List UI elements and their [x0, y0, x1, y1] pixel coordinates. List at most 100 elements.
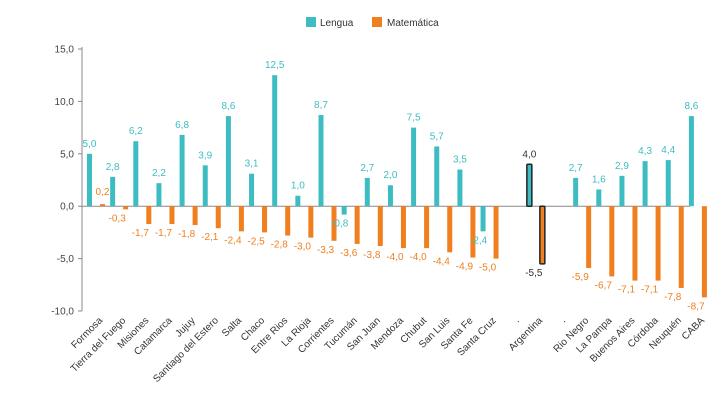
data-label-lengua-neuquen: 4,4 — [661, 145, 675, 156]
bar-matematica-chubut — [424, 206, 430, 249]
bar-lengua-tierra-del-fuego — [110, 176, 116, 207]
legend: Lengua Matemática — [306, 17, 439, 29]
bar-matematica-tierra-del-fuego — [123, 206, 129, 210]
data-label-matematica-tierra-del-fuego: -0,3 — [109, 213, 127, 224]
bar-lengua-santa-fe — [457, 169, 463, 207]
bar-matematica-salta — [238, 206, 244, 232]
bar-matematica-santa-cruz — [493, 206, 499, 259]
data-label-matematica-argentina: -5,5 — [525, 268, 543, 279]
bar-lengua-rio-negro — [573, 177, 579, 207]
bar-lengua-chaco — [249, 173, 255, 207]
bar-matematica-san-juan — [377, 206, 383, 247]
bar-matematica-jujuy — [192, 206, 198, 226]
bar-matematica-la-pampa — [609, 206, 615, 277]
bar-matematica-la-rioja — [308, 206, 314, 238]
data-label-matematica-jujuy: -1,8 — [178, 229, 196, 240]
bar-lengua-chubut — [411, 127, 417, 207]
data-label-lengua-formosa: 5,0 — [83, 139, 97, 150]
bar-matematica-formosa — [100, 204, 105, 207]
y-tick-label: 0,0 — [60, 202, 74, 213]
data-label-lengua-chubut: 7,5 — [407, 113, 421, 124]
data-label-matematica-rio-negro: -5,9 — [572, 272, 590, 283]
bars — [87, 75, 707, 298]
bar-lengua-san-juan — [364, 177, 370, 207]
data-label-lengua-la-pampa: 1,6 — [592, 174, 606, 185]
data-labels: 5,0 0,2 2,8 -0,3 6,2 -1,7 2,2 -1,7 6,8 -1,8 3,9 -2,… — [83, 60, 705, 312]
data-label-matematica-san-juan: -3,8 — [363, 250, 381, 261]
data-label-lengua-entre-rios: 12,5 — [265, 60, 285, 71]
category-label-spacer: . — [512, 315, 522, 325]
bar-lengua-misiones — [133, 141, 139, 207]
bar-lengua-jujuy — [179, 134, 185, 207]
bar-matematica-mendoza — [400, 206, 406, 249]
bar-lengua-catamarca — [156, 183, 162, 207]
bar-matematica-caba — [701, 206, 707, 298]
data-label-matematica-buenos-aires: -7,1 — [618, 285, 636, 296]
y-tick-label: -10,0 — [51, 307, 74, 318]
bar-matematica-corrientes — [331, 206, 337, 241]
data-label-lengua-catamarca: 2,2 — [152, 168, 166, 179]
bar-matematica-santiago-del-estero — [215, 206, 221, 229]
data-label-lengua-tucuman: -0,8 — [331, 219, 349, 230]
bar-lengua-mendoza — [387, 185, 393, 207]
data-label-lengua-buenos-aires: 2,9 — [615, 161, 629, 172]
legend-label-lengua: Lengua — [320, 18, 354, 29]
bar-lengua-santiago-del-estero — [202, 165, 208, 207]
data-label-lengua-la-rioja: 1,0 — [291, 181, 305, 192]
y-tick-label: -5,0 — [57, 254, 75, 265]
data-label-matematica-chubut: -4,0 — [409, 252, 427, 263]
bar-matematica-buenos-aires — [632, 206, 638, 281]
bar-lengua-corrientes — [318, 115, 324, 207]
bar-lengua-argentina — [526, 163, 533, 207]
data-label-matematica-mendoza: -4,0 — [386, 252, 404, 263]
data-label-matematica-cordoba: -7,1 — [641, 285, 659, 296]
bar-lengua-entre-rios — [272, 75, 278, 207]
data-label-matematica-tucuman: -3,6 — [340, 248, 358, 259]
data-label-matematica-catamarca: -1,7 — [155, 228, 173, 239]
data-label-lengua-santiago-del-estero: 3,9 — [198, 150, 212, 161]
data-label-lengua-santa-fe: 3,5 — [453, 155, 467, 166]
bar-lengua-la-rioja — [295, 195, 301, 207]
data-label-lengua-salta: 8,6 — [221, 101, 235, 112]
data-label-lengua-tierra-del-fuego: 2,8 — [106, 162, 120, 173]
data-label-matematica-la-pampa: -6,7 — [595, 280, 613, 291]
bar-matematica-neuquen — [678, 206, 684, 288]
data-label-lengua-chaco: 3,1 — [245, 159, 259, 170]
bar-matematica-rio-negro — [586, 206, 592, 269]
bar-matematica-santa-fe — [470, 206, 476, 258]
data-label-lengua-caba: 8,6 — [684, 101, 698, 112]
legend-swatch-matematica — [372, 17, 382, 27]
y-tick-label: 5,0 — [60, 149, 74, 160]
data-label-matematica-formosa: 0,2 — [96, 187, 110, 198]
data-label-matematica-entre-rios: -2,8 — [271, 240, 289, 251]
bar-lengua-tucuman — [341, 206, 347, 215]
data-label-lengua-mendoza: 2,0 — [383, 170, 397, 181]
bar-lengua-salta — [225, 116, 231, 207]
data-label-matematica-corrientes: -3,3 — [317, 245, 335, 256]
bar-matematica-tucuman — [354, 206, 360, 244]
bar-matematica-cordoba — [655, 206, 661, 281]
data-label-matematica-la-rioja: -3,0 — [294, 242, 312, 253]
bar-matematica-chaco — [262, 206, 268, 233]
data-label-matematica-santa-cruz: -5,0 — [479, 263, 497, 274]
bar-lengua-santa-cruz — [480, 206, 486, 232]
bar-lengua-formosa — [87, 153, 92, 207]
legend-label-matematica: Matemática — [387, 18, 439, 29]
data-label-matematica-salta: -2,4 — [224, 235, 242, 246]
bar-lengua-buenos-aires — [619, 175, 625, 207]
bar-lengua-san-luis — [434, 146, 440, 207]
data-label-lengua-rio-negro: 2,7 — [569, 163, 583, 174]
bar-matematica-san-luis — [447, 206, 453, 253]
bar-matematica-catamarca — [169, 206, 175, 225]
y-tick-label: 15,0 — [55, 45, 75, 56]
bar-lengua-neuquen — [665, 160, 671, 207]
data-label-lengua-cordoba: 4,3 — [638, 146, 652, 157]
data-label-matematica-misiones: -1,7 — [132, 228, 150, 239]
data-label-matematica-santiago-del-estero: -2,1 — [201, 232, 219, 243]
data-label-lengua-san-juan: 2,7 — [360, 163, 374, 174]
y-tick-label: 10,0 — [55, 97, 75, 108]
data-label-matematica-caba: -8,7 — [687, 301, 705, 312]
category-label-caba: CABA — [680, 315, 707, 342]
bar-matematica-argentina — [539, 205, 546, 265]
